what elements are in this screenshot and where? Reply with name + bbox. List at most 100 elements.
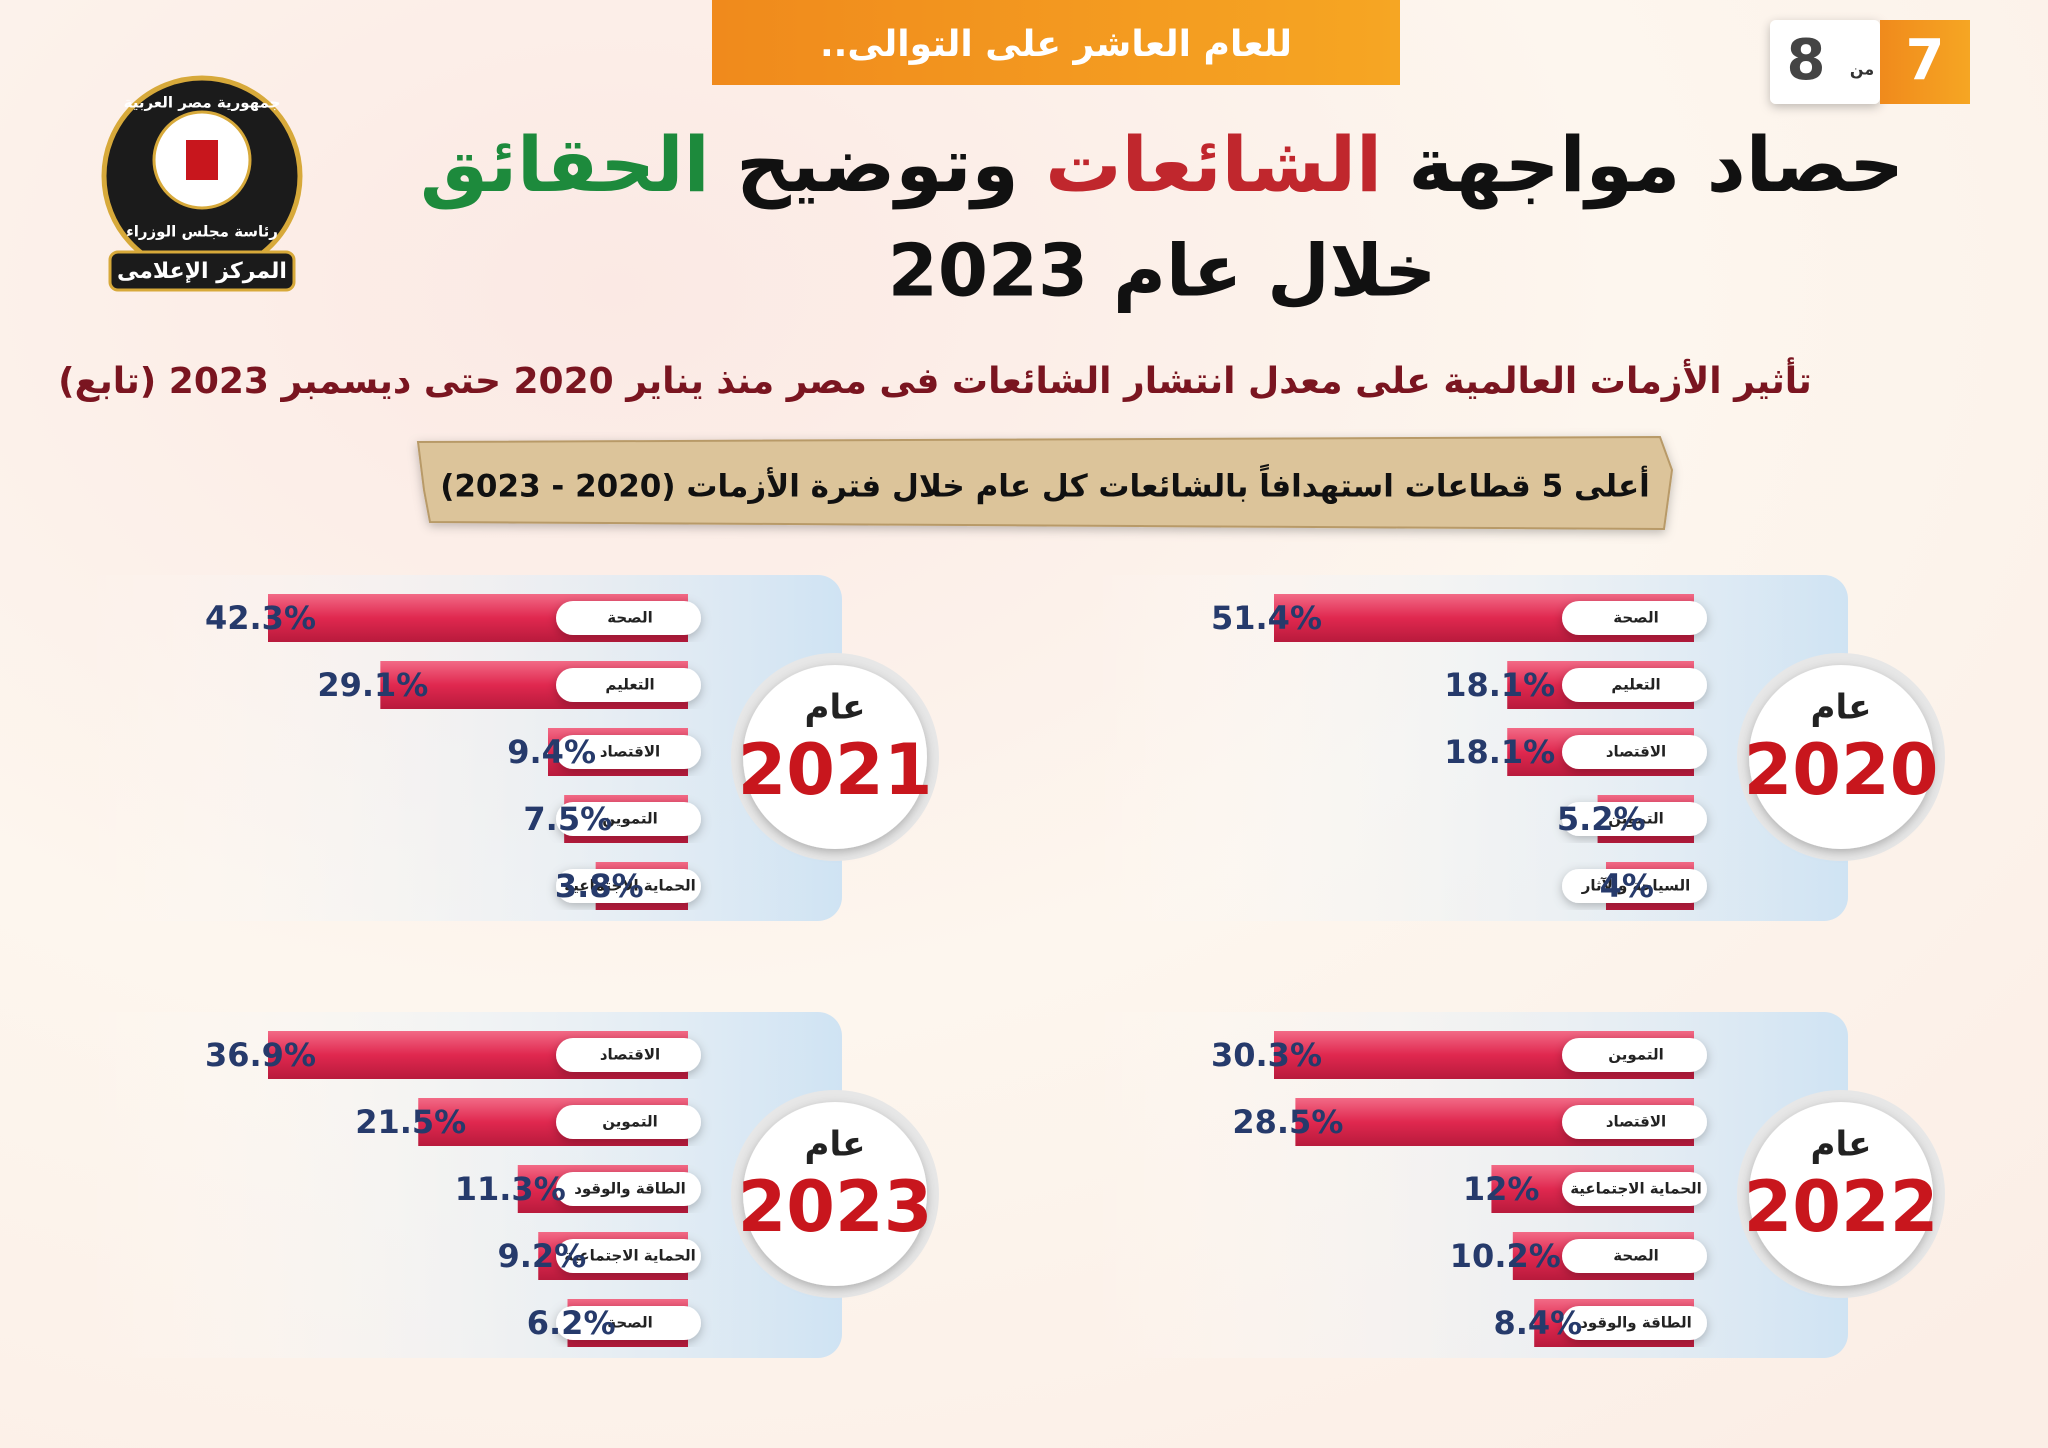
logo-top: جمهورية مصر العربية <box>124 94 281 112</box>
year-label: عام <box>805 1125 866 1165</box>
value-label: 5.2% <box>1557 800 1646 838</box>
value-label: 30.3% <box>1211 1036 1322 1074</box>
category-pill <box>1562 1038 1707 1072</box>
category-label: الصحة <box>1613 609 1658 627</box>
subtitle: تأثير الأزمات العالمية على معدل انتشار ا… <box>58 357 1812 402</box>
category-pill <box>556 1038 701 1072</box>
value-label: 18.1% <box>1444 733 1555 771</box>
category-label: السياحة والآثار <box>1581 877 1690 895</box>
logo-ribbon <box>108 250 296 292</box>
value-label: 11.3% <box>455 1170 566 1208</box>
category-label: التموين <box>1608 1046 1664 1064</box>
title-line2: خلال عام 2023 <box>888 229 1437 313</box>
category-pill <box>1562 601 1707 635</box>
category-label: الصحة <box>607 1314 652 1332</box>
value-label: 4% <box>1600 867 1654 905</box>
year-circle <box>743 1102 927 1286</box>
category-label: التعليم <box>1611 676 1660 694</box>
value-label: 9.4% <box>507 733 596 771</box>
logo-bottom: المركز الإعلامى <box>117 259 287 284</box>
category-label: الاقتصاد <box>1606 743 1666 761</box>
value-label: 12% <box>1463 1170 1540 1208</box>
category-pill <box>1562 869 1707 903</box>
value-label: 51.4% <box>1211 599 1322 637</box>
category-pill <box>556 1306 701 1340</box>
category-pill <box>556 601 701 635</box>
category-pill <box>1562 668 1707 702</box>
banner <box>712 0 1400 85</box>
value-label: 10.2% <box>1450 1237 1561 1275</box>
value-label: 7.5% <box>523 800 612 838</box>
category-pill <box>556 668 701 702</box>
bar-chart: التموين 30.3% الاقتصاد 28.5% الحماية الاجتما… <box>1084 1012 1945 1358</box>
bar-chart: الصحة 51.4% التعليم 18.1% الاقتصاد 18.1% التمو… <box>1084 575 1945 921</box>
section-label: أعلى 5 قطاعات استهدافاً بالشائعات كل عام… <box>440 464 1650 505</box>
category-pill <box>556 1172 701 1206</box>
category-label: الحماية الاجتماعية <box>1570 1180 1702 1198</box>
value-label: 36.9% <box>205 1036 316 1074</box>
category-pill <box>556 869 701 903</box>
page-of: من <box>1850 60 1874 79</box>
category-label: التعليم <box>605 676 654 694</box>
category-label: الصحة <box>607 609 652 627</box>
category-label: الاقتصاد <box>600 743 660 761</box>
title-part: الحقائق <box>420 120 710 210</box>
value-label: 9.2% <box>497 1237 586 1275</box>
year-circle <box>743 665 927 849</box>
title-part: الشائعات <box>1045 120 1382 209</box>
value-label: 18.1% <box>1444 666 1555 704</box>
category-label: التموين <box>602 1113 658 1131</box>
category-label: الطاقة والوقود <box>1580 1314 1692 1332</box>
category-label: الطاقة والوقود <box>574 1180 686 1198</box>
title-part: حصاد مواجهة <box>1409 120 1904 210</box>
category-label: الصحة <box>1613 1247 1658 1265</box>
category-label: الحماية الاجتماعية <box>564 877 696 895</box>
category-pill <box>556 735 701 769</box>
year-label: عام <box>1811 1125 1872 1165</box>
year-circle <box>1749 1102 1933 1286</box>
year: 2021 <box>738 729 933 811</box>
category-pill <box>1562 802 1707 836</box>
banner-text: للعام العاشر على التوالى.. <box>820 24 1292 65</box>
year: 2020 <box>1744 729 1939 811</box>
value-label: 6.2% <box>527 1304 616 1342</box>
category-pill <box>1562 735 1707 769</box>
category-pill <box>1562 1172 1707 1206</box>
value-label: 29.1% <box>317 666 428 704</box>
category-pill <box>1562 1239 1707 1273</box>
category-pill <box>1562 1306 1707 1340</box>
category-pill <box>1562 1105 1707 1139</box>
category-label: الاقتصاد <box>600 1046 660 1064</box>
category-label: الحماية الاجتماعية <box>564 1247 696 1265</box>
year-circle <box>1749 665 1933 849</box>
year: 2023 <box>738 1166 933 1248</box>
title-part: وتوضيح <box>736 120 1019 210</box>
value-label: 21.5% <box>355 1103 466 1141</box>
category-label: التموين <box>602 810 658 828</box>
category-pill <box>556 1239 701 1273</box>
category-label: التموين <box>1608 810 1664 828</box>
page-box <box>1770 20 1880 104</box>
category-pill <box>556 802 701 836</box>
category-pill <box>556 1105 701 1139</box>
logo-flag <box>186 140 218 180</box>
category-label: الاقتصاد <box>1606 1113 1666 1131</box>
page-current: 7 <box>1906 28 1945 93</box>
paper-strip <box>416 435 1674 531</box>
logo: جمهورية مصر العربية رئاسة مجلس الوزراء ا… <box>101 75 303 292</box>
logo-middle: رئاسة مجلس الوزراء <box>126 223 278 241</box>
value-label: 42.3% <box>205 599 316 637</box>
page-current-box <box>1880 20 1970 104</box>
year: 2022 <box>1744 1166 1939 1248</box>
value-label: 8.4% <box>1493 1304 1582 1342</box>
page-total: 8 <box>1787 28 1826 93</box>
year-label: عام <box>1811 688 1872 728</box>
bar-chart: الاقتصاد 36.9% التموين 21.5% الطاقة والوقود 1… <box>78 1012 939 1358</box>
value-label: 28.5% <box>1232 1103 1343 1141</box>
year-label: عام <box>805 688 866 728</box>
title: حصاد مواجهة الشائعات وتوضيح الحقائق <box>420 120 1904 210</box>
value-label: 3.8% <box>555 867 644 905</box>
